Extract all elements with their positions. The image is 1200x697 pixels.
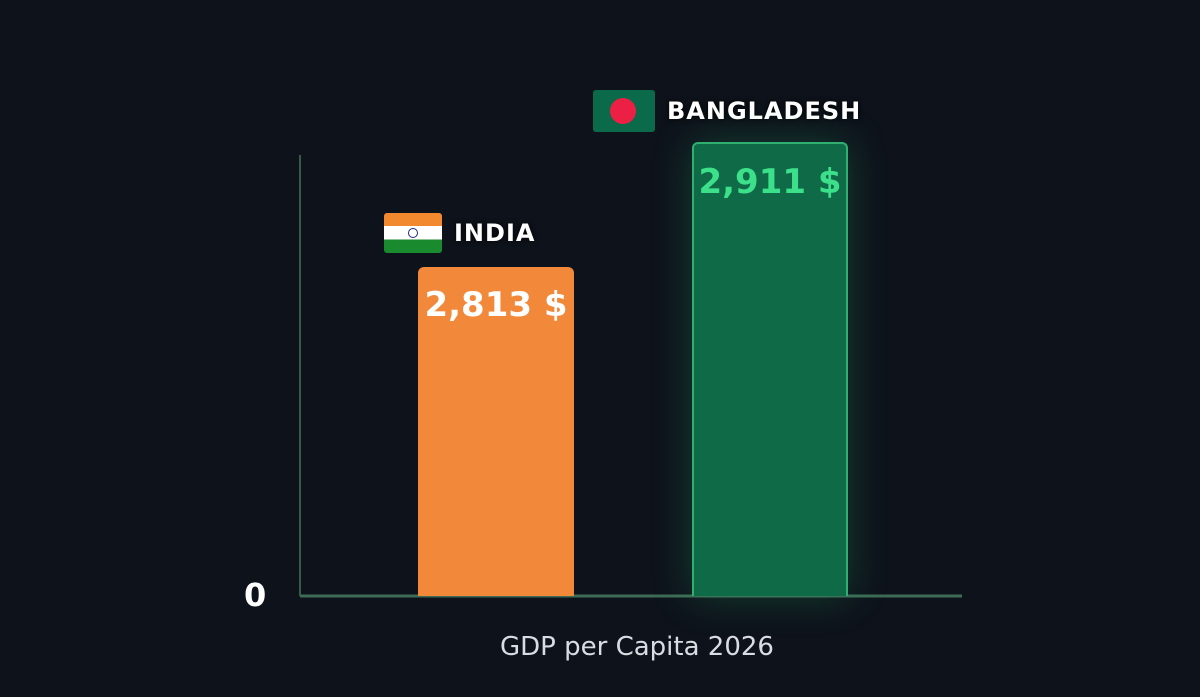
india-flag-icon: [384, 212, 442, 253]
bar-india: 2,813 $: [418, 266, 574, 596]
data-label-india: 2,813 $: [424, 284, 568, 325]
category-label-bangladesh: BANGLADESH: [593, 89, 862, 132]
category-name: INDIA: [454, 218, 536, 247]
x-axis-label: GDP per Capita 2026: [500, 632, 774, 662]
y-tick-label-0: 0: [244, 576, 267, 614]
bangladesh-flag-icon: [593, 89, 655, 132]
category-name: BANGLADESH: [667, 96, 862, 125]
data-label-bangladesh: 2,911 $: [698, 161, 842, 202]
category-label-india: INDIA: [384, 212, 536, 253]
bar-bangladesh: 2,911 $: [692, 141, 848, 596]
